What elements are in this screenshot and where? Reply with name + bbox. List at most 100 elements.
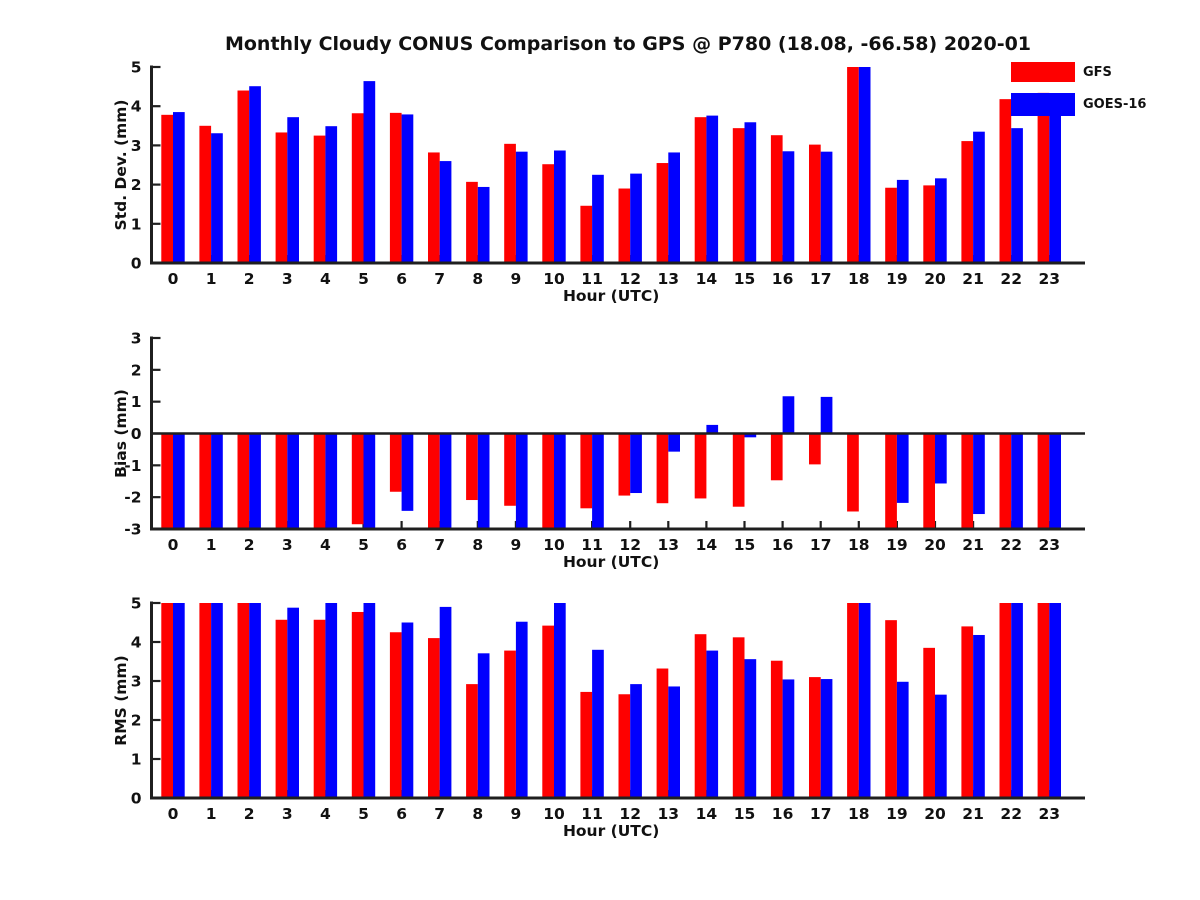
bar-gfs-h15 xyxy=(732,128,745,265)
x-tick-label: 17 xyxy=(810,270,832,288)
bar-gfs-h13 xyxy=(656,433,669,504)
x-tick-label: 9 xyxy=(511,805,522,823)
bar-goes-16-h23 xyxy=(1049,102,1061,265)
x-tick-label: 18 xyxy=(848,805,870,823)
x-tick-label: 13 xyxy=(658,270,680,288)
bar-gfs-h22 xyxy=(999,603,1012,800)
x-tick-label: 5 xyxy=(358,270,369,288)
bar-goes-16-h6 xyxy=(401,622,414,800)
x-tick-label: 7 xyxy=(434,270,445,288)
bar-goes-16-h12 xyxy=(630,173,642,265)
x-tick-label: 14 xyxy=(696,805,718,823)
bar-gfs-h20 xyxy=(923,433,935,531)
y-tick-label: 2 xyxy=(131,176,142,194)
bar-gfs-h9 xyxy=(504,433,516,506)
bar-gfs-h23 xyxy=(1037,433,1050,531)
x-tick-label: 12 xyxy=(619,805,641,823)
bar-goes-16-h3 xyxy=(287,117,299,265)
bar-gfs-h11 xyxy=(580,433,593,509)
x-tick-label: 6 xyxy=(396,536,407,554)
x-tick-label: 7 xyxy=(434,536,445,554)
bar-goes-16-h1 xyxy=(211,133,223,265)
x-tick-label: 7 xyxy=(434,805,445,823)
bar-gfs-h3 xyxy=(275,132,288,265)
x-tick-label: 6 xyxy=(396,805,407,823)
y-tick-label: -2 xyxy=(124,489,141,507)
bar-goes-16-h4 xyxy=(325,433,338,531)
x-tick-label: 0 xyxy=(168,805,179,823)
bar-gfs-h12 xyxy=(618,694,631,800)
bar-gfs-h16 xyxy=(770,660,783,800)
x-tick-label: 20 xyxy=(924,270,946,288)
x-tick-label: 11 xyxy=(581,270,603,288)
bar-goes-16-h10 xyxy=(554,150,566,265)
x-tick-label: 13 xyxy=(658,536,680,554)
gfs-swatch-icon xyxy=(1011,62,1075,82)
x-tick-label: 10 xyxy=(543,270,565,288)
bar-goes-16-h3 xyxy=(287,607,299,800)
bar-goes-16-h8 xyxy=(477,186,490,265)
x-tick-label: 1 xyxy=(206,536,217,554)
bar-goes-16-h10 xyxy=(554,603,566,800)
bar-gfs-h11 xyxy=(580,205,593,265)
x-tick-label: 9 xyxy=(511,270,522,288)
bar-goes-16-h3 xyxy=(287,433,299,531)
bar-goes-16-h14 xyxy=(706,424,719,434)
x-tick-label: 1 xyxy=(206,805,217,823)
bar-goes-16-h23 xyxy=(1049,603,1061,800)
bar-gfs-h14 xyxy=(694,433,707,499)
bar-goes-16-h6 xyxy=(401,114,414,265)
x-tick-label: 12 xyxy=(619,270,641,288)
y-axis-label: Std. Dev. (mm) xyxy=(112,100,130,231)
x-tick-label: 17 xyxy=(810,805,832,823)
x-tick-label: 15 xyxy=(734,805,756,823)
x-tick-label: 23 xyxy=(1039,805,1061,823)
bar-gfs-h23 xyxy=(1037,603,1050,800)
bar-goes-16-h4 xyxy=(325,126,338,265)
x-tick-label: 2 xyxy=(244,805,255,823)
bar-goes-16-h13 xyxy=(668,152,680,265)
legend-item-goes16: GOES-16 xyxy=(1011,93,1146,116)
bar-gfs-h5 xyxy=(351,611,364,800)
x-tick-label: 8 xyxy=(472,805,483,823)
bar-gfs-h17 xyxy=(809,677,821,800)
x-tick-label: 15 xyxy=(734,536,756,554)
bar-goes-16-h17 xyxy=(820,679,833,800)
bar-goes-16-h9 xyxy=(515,621,528,800)
y-tick-label: 0 xyxy=(131,790,142,808)
x-tick-label: 10 xyxy=(543,805,565,823)
y-tick-label: 0 xyxy=(131,425,142,443)
bar-gfs-h0 xyxy=(161,603,173,800)
y-tick-label: 3 xyxy=(131,330,142,348)
x-tick-label: 3 xyxy=(282,805,293,823)
x-tick-label: 15 xyxy=(734,270,756,288)
bar-goes-16-h15 xyxy=(744,122,757,265)
bar-goes-16-h7 xyxy=(439,161,452,265)
y-tick-label: 1 xyxy=(131,215,142,233)
bar-gfs-h19 xyxy=(885,433,897,531)
y-tick-label: 4 xyxy=(131,98,142,116)
bar-goes-16-h19 xyxy=(896,179,909,265)
bar-gfs-h20 xyxy=(923,185,935,265)
bar-goes-16-h22 xyxy=(1011,603,1023,800)
bar-gfs-h4 xyxy=(313,135,326,265)
x-tick-label: 8 xyxy=(472,536,483,554)
bar-goes-16-h19 xyxy=(896,681,909,800)
bar-gfs-h7 xyxy=(428,152,440,265)
bar-goes-16-h9 xyxy=(515,433,528,531)
bar-gfs-h0 xyxy=(161,114,173,265)
bar-goes-16-h21 xyxy=(973,634,985,800)
bar-gfs-h8 xyxy=(466,181,478,265)
bar-gfs-h0 xyxy=(161,433,173,531)
y-tick-label: 5 xyxy=(131,595,142,613)
bar-gfs-h21 xyxy=(961,141,974,265)
bar-goes-16-h0 xyxy=(173,112,185,265)
bar-gfs-h18 xyxy=(847,433,859,512)
bar-goes-16-h1 xyxy=(211,603,223,800)
bar-gfs-h2 xyxy=(237,603,250,800)
y-axis-label: Bias (mm) xyxy=(112,389,130,478)
y-tick-label: 2 xyxy=(131,361,142,379)
